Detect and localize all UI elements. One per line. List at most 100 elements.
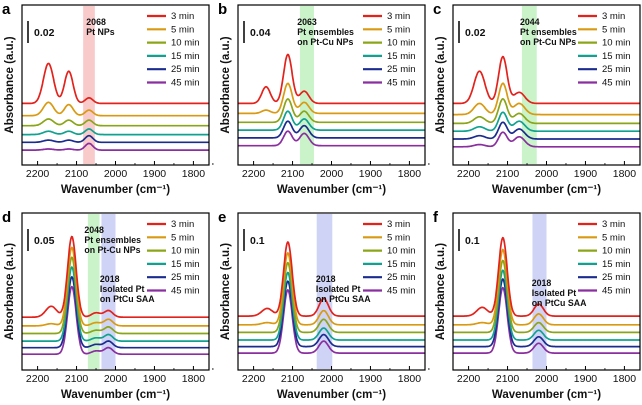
legend-label: 25 min: [171, 272, 200, 283]
x-tick-label: 2200: [242, 168, 266, 180]
panel-b: 2200 2100 2000 1900 1800 Wavenumber (cm⁻¹) Abs…: [218, 1, 430, 196]
peak-annotation-line: Pt ensembles: [520, 27, 577, 37]
peak-annotation-line: 2068: [86, 17, 106, 27]
peak-annotation-line: 2018: [100, 274, 120, 284]
legend-label: 25 min: [387, 272, 416, 283]
legend-label: 25 min: [171, 64, 200, 75]
legend-label: 3 min: [602, 11, 625, 22]
series-line-10-min: [238, 261, 425, 334]
legend-label: 15 min: [171, 51, 200, 62]
legend-label: 15 min: [171, 259, 200, 270]
series-line-15-min: [22, 266, 209, 342]
series-line-45-min: [238, 288, 425, 354]
series-line-45-min: [453, 286, 640, 354]
series-line-25-min: [22, 134, 209, 144]
highlight-band-1: [521, 6, 537, 164]
legend-label: 3 min: [387, 11, 410, 22]
x-tick-label: 2000: [535, 168, 559, 180]
legend-label: 45 min: [602, 286, 631, 297]
series-line-5-min: [238, 251, 425, 326]
peak-annotation-line: on PtCu SAA: [100, 294, 155, 304]
x-tick-label: 1800: [398, 168, 422, 180]
x-axis-label: Wavenumber (cm⁻¹): [61, 184, 170, 196]
scale-bar-label: 0.02: [465, 27, 486, 39]
x-tick-label: 1800: [613, 373, 637, 385]
x-tick-label: 1800: [398, 373, 422, 385]
series-group: [22, 235, 209, 356]
legend-label: 15 min: [387, 259, 416, 270]
panel-letter: c: [433, 1, 441, 18]
series-line-3-min: [238, 53, 425, 105]
x-tick-label: 2000: [104, 373, 128, 385]
scale-bar-label: 0.1: [250, 235, 265, 247]
x-tick-label: 2000: [104, 168, 128, 180]
peak-annotation-line: Pt ensembles: [84, 235, 141, 245]
peak-annotation-line: Isolated Pt: [532, 288, 577, 298]
legend-label: 10 min: [171, 38, 200, 49]
x-tick-label: 1800: [182, 373, 206, 385]
legend-label: 10 min: [387, 38, 416, 49]
x-tick-label: 1900: [574, 168, 598, 180]
legend-label: 45 min: [387, 286, 416, 297]
x-axis-label: Wavenumber (cm⁻¹): [492, 389, 601, 401]
x-tick-label: 2000: [320, 373, 344, 385]
series-line-15-min: [238, 110, 425, 131]
panel-letter: a: [2, 1, 11, 18]
legend-label: 3 min: [171, 11, 194, 22]
legend-label: 45 min: [171, 286, 200, 297]
highlight-band-1: [87, 214, 100, 369]
highlight-band-1: [532, 214, 547, 369]
panel-letter: e: [218, 209, 226, 226]
panel-letter: b: [218, 1, 227, 18]
series-line-10-min: [22, 118, 209, 127]
series-line-3-min: [238, 241, 425, 317]
x-axis-label: Wavenumber (cm⁻¹): [277, 184, 386, 196]
panel-f: 2200 2100 2000 1900 1800 Wavenumber (cm⁻¹) Abs…: [433, 209, 641, 401]
series-line-5-min: [22, 101, 209, 117]
series-line-10-min: [22, 256, 209, 335]
highlight-band-2: [101, 214, 116, 369]
series-line-3-min: [453, 236, 640, 317]
legend-label: 3 min: [602, 219, 625, 230]
y-axis-label: Absorbance (a.u.): [220, 36, 232, 133]
series-line-10-min: [453, 259, 640, 334]
x-tick-label: 2100: [65, 373, 89, 385]
series-line-5-min: [453, 248, 640, 326]
series-line-25-min: [453, 121, 640, 140]
x-tick-label: 2200: [457, 168, 481, 180]
peak-annotation-line: on Pt-Cu NPs: [520, 37, 576, 47]
legend-label: 15 min: [602, 259, 631, 270]
legend-label: 3 min: [387, 219, 410, 230]
series-line-5-min: [22, 246, 209, 327]
series-group: [238, 53, 425, 147]
series-line-15-min: [453, 269, 640, 341]
panel-letter: d: [2, 209, 11, 226]
x-tick-label: 1900: [359, 168, 383, 180]
peak-annotation-line: Pt NPs: [86, 27, 114, 37]
scale-bar-label: 0.05: [34, 235, 55, 247]
legend-label: 10 min: [171, 246, 200, 257]
legend-label: 15 min: [602, 51, 631, 62]
scale-bar-label: 0.02: [34, 27, 55, 39]
panel-d: 2200 2100 2000 1900 1800 Wavenumber (cm⁻¹) Abs…: [2, 209, 214, 401]
panel-c: 2200 2100 2000 1900 1800 Wavenumber (cm⁻¹) Abs…: [433, 1, 641, 196]
peak-annotation-line: Pt ensembles: [297, 27, 354, 37]
peak-annotation-line: on Pt-Cu NPs: [297, 37, 353, 47]
series-line-25-min: [238, 120, 425, 139]
x-tick-label: 1900: [574, 373, 598, 385]
scale-bar-label: 0.1: [465, 235, 480, 247]
x-axis-label: Wavenumber (cm⁻¹): [61, 389, 170, 401]
series-line-45-min: [22, 142, 209, 151]
legend-label: 45 min: [171, 78, 200, 89]
legend-label: 5 min: [171, 24, 194, 35]
legend-label: 25 min: [602, 64, 631, 75]
x-tick-label: 2000: [320, 168, 344, 180]
legend-label: 10 min: [602, 246, 631, 257]
x-tick-label: 2200: [26, 373, 50, 385]
legend-label: 45 min: [602, 78, 631, 89]
x-tick-label: 1900: [143, 168, 167, 180]
legend-label: 25 min: [387, 64, 416, 75]
x-axis-label: Wavenumber (cm⁻¹): [277, 389, 386, 401]
legend-label: 25 min: [602, 272, 631, 283]
